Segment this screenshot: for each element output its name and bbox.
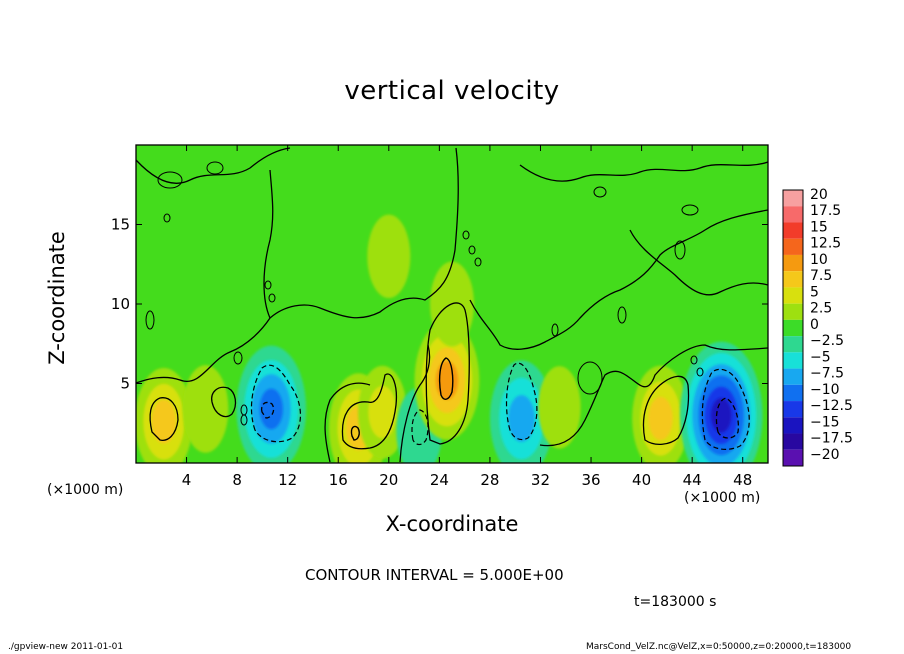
field-blob-11-3 [648,396,673,441]
x-tick-label: 40 [632,471,651,489]
colorbar-cell [783,319,803,337]
colorbar-cell [783,303,803,320]
colorbar-label: −2.5 [810,333,844,349]
contour-five-line [211,386,237,418]
colorbar-frame [782,189,804,467]
colorbar-label: 2.5 [810,301,832,317]
contour-five-line [149,397,179,441]
x-tick-label: 12 [278,471,297,489]
field-blob-2-4 [259,388,283,430]
contour-zero-line [469,209,768,350]
contour-five-line [425,302,470,445]
x-tick-label: 36 [581,471,600,489]
x-unit-label-left: (×1000 m) [47,482,124,498]
field-blob-8-1 [367,214,411,299]
y-axis-label: Z-coordinate [45,231,69,365]
x-tick-label: 44 [683,471,702,489]
x-unit-label-right: (×1000 m) [684,490,761,506]
colorbar-cell [783,433,803,450]
colorbar-label: −15 [810,414,840,430]
field-blob-12-6 [711,398,732,433]
y-tick-label: 15 [111,216,130,234]
field-blob-0-3 [151,399,177,444]
x-axis: 4 8 12 16 20 24 28 32 36 40 44 48 [182,145,752,489]
colorbar-label: −20 [810,447,840,463]
colorbar-cell [783,271,803,288]
contour-zero-line [629,229,768,296]
contour-five-line [642,375,690,445]
contour-five-line [341,373,398,450]
contour-lines [136,147,768,463]
contour-zero-line [263,169,274,319]
colorbar-cell [783,238,803,255]
contour-ten-line [350,425,360,441]
x-tick-label: 24 [430,471,449,489]
contour-zero-line [324,382,371,463]
contour-negative-five-line [701,368,750,450]
colorbar-cell [783,254,803,272]
colorbar-cell [783,417,803,434]
x-tick-label: 4 [182,471,192,489]
colorbar-label: −5 [810,349,831,365]
footer-left: ./gpview-new 2011-01-01 [8,642,124,652]
colorbar-label: 5 [810,284,819,300]
contour-zero-line [519,161,768,182]
colorbar-label: −12.5 [810,398,853,414]
x-tick-label: 20 [379,471,398,489]
contour-ten-line [438,357,454,400]
colorbar-label: 20 [810,187,828,203]
colorbar-cell [783,287,803,304]
y-tick-label: 5 [120,375,130,393]
contour-negative-five-line [505,362,538,441]
time-label: t=183000 s [634,594,717,610]
x-tick-label: 48 [733,471,752,489]
colorbar-cell [783,336,803,353]
chart-title: vertical velocity [344,76,560,106]
colorbar-label: 10 [810,252,828,268]
contour-zero-line [136,147,291,184]
contour-negative-five-line [250,364,301,443]
small-contour-loops [145,161,704,426]
contour-interval-label: CONTOUR INTERVAL = 5.000E+00 [305,566,564,584]
footer-right: MarsCond_VelZ.nc@VelZ,x=0:50000,z=0:2000… [586,642,852,652]
field-blob-10-1 [538,366,581,449]
colorbar: 2017.51512.5107.552.50−2.5−5−7.5−10−12.5… [782,187,853,467]
colorbar-label: −10 [810,382,840,398]
x-axis-label: X-coordinate [385,512,519,536]
colorbar-label: −7.5 [810,366,844,382]
colorbar-cell [783,449,803,466]
colorbar-label: 0 [810,317,819,333]
x-tick-label: 16 [329,471,348,489]
x-tick-label: 32 [531,471,550,489]
colorbar-cell [783,206,803,223]
colorbar-cell [783,401,803,418]
colorbar-cell [783,222,803,239]
colorbar-label: 15 [810,219,828,235]
contour-negative-five-line [411,409,429,446]
contour-negative-ten-line [260,401,275,419]
colorbar-cell [783,352,803,369]
colorbar-cell [783,384,803,402]
colorbar-cell [783,368,803,385]
colorbar-label: −17.5 [810,431,853,447]
field-blob-9-3 [508,395,535,442]
colorbar-label: 12.5 [810,236,841,252]
colorbar-label: 7.5 [810,268,832,284]
x-tick-label: 28 [480,471,499,489]
contour-zero-line [399,344,431,463]
y-tick-label: 10 [111,295,130,313]
field-blob-1-1 [182,365,229,453]
y-axis: 5 10 15 [111,216,768,393]
colorbar-cell [783,190,803,207]
x-tick-label: 8 [232,471,242,489]
contour-zero-line [136,147,459,384]
colorbar-label: 17.5 [810,203,841,219]
field-blob-4-2 [368,385,397,439]
contour-zero-line [539,344,768,447]
